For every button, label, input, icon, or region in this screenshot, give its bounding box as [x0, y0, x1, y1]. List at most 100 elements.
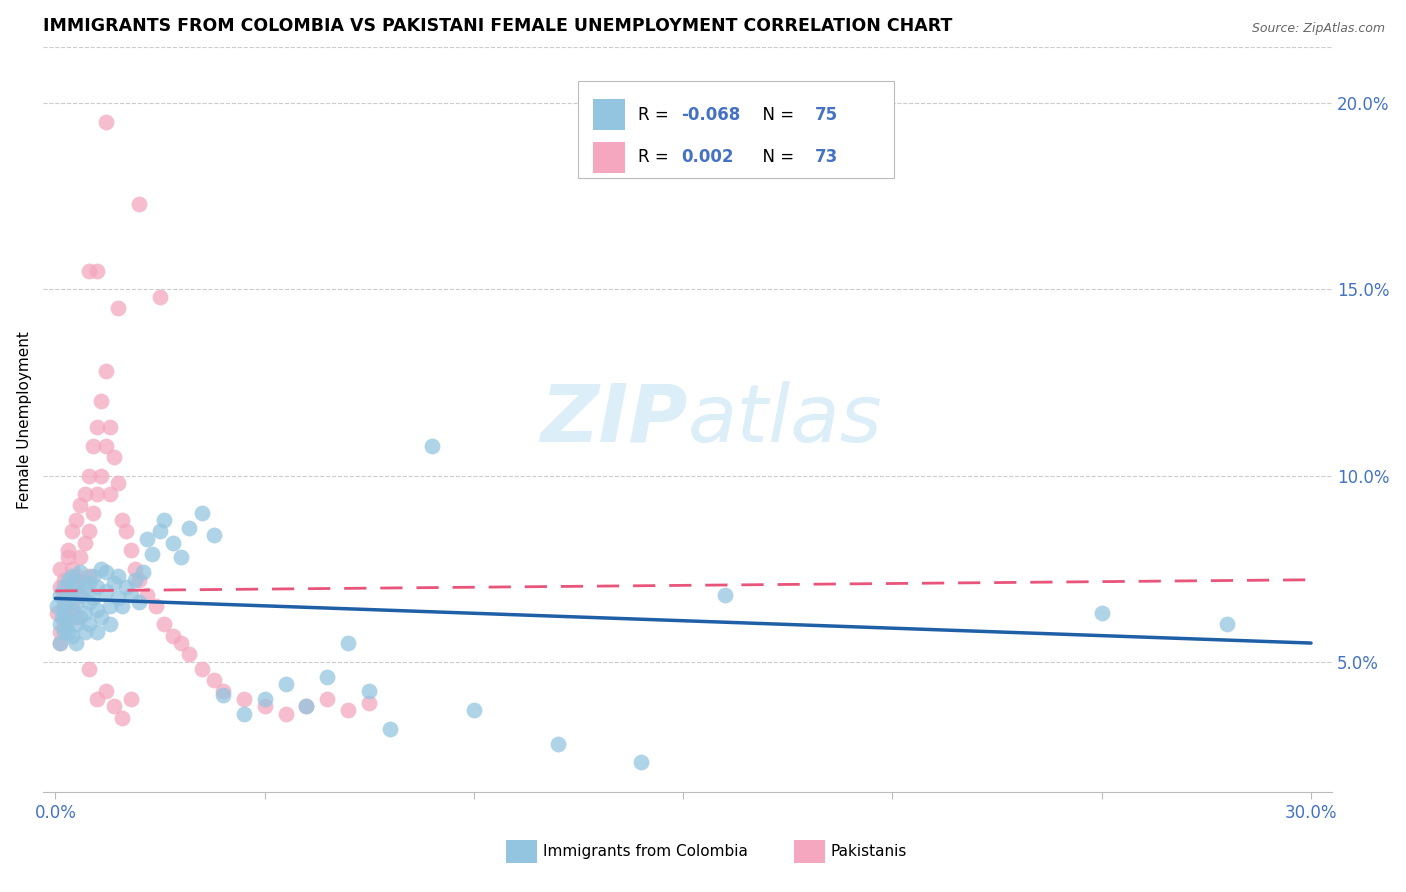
Point	[120, 543, 142, 558]
Point	[86, 602, 108, 616]
Point	[73, 580, 96, 594]
Text: N =: N =	[752, 105, 799, 123]
Point	[98, 420, 121, 434]
Point	[56, 573, 79, 587]
Point	[153, 617, 176, 632]
Point	[90, 561, 112, 575]
Point	[202, 528, 225, 542]
Point	[98, 487, 121, 501]
Point	[153, 513, 176, 527]
Point	[90, 468, 112, 483]
Point	[60, 583, 83, 598]
Point	[107, 301, 129, 315]
Point	[65, 513, 87, 527]
Point	[98, 599, 121, 613]
Point	[46, 607, 69, 621]
Point	[56, 591, 79, 606]
Point	[124, 573, 146, 587]
Point	[191, 662, 214, 676]
Point	[86, 487, 108, 501]
Text: Immigrants from Colombia: Immigrants from Colombia	[543, 845, 748, 859]
Point	[170, 636, 193, 650]
Text: Pakistanis: Pakistanis	[831, 845, 907, 859]
Point	[253, 699, 276, 714]
Point	[115, 580, 138, 594]
Point	[86, 624, 108, 639]
Point	[86, 580, 108, 594]
Point	[82, 591, 104, 606]
Point	[65, 617, 87, 632]
Point	[132, 566, 155, 580]
Point	[82, 569, 104, 583]
Point	[94, 115, 117, 129]
Point	[52, 599, 75, 613]
Bar	[593, 142, 626, 173]
Point	[463, 703, 485, 717]
Point	[232, 706, 254, 721]
Point	[359, 684, 381, 698]
Text: ZIP: ZIP	[540, 381, 688, 458]
Point	[65, 569, 87, 583]
Point	[77, 662, 100, 676]
FancyBboxPatch shape	[578, 81, 894, 178]
Point	[69, 588, 91, 602]
Point	[52, 573, 75, 587]
Point	[120, 692, 142, 706]
Point	[94, 583, 117, 598]
Point	[73, 607, 96, 621]
Point	[82, 506, 104, 520]
Text: R =: R =	[638, 148, 679, 166]
Point	[77, 576, 100, 591]
Point	[232, 692, 254, 706]
Point	[170, 550, 193, 565]
Point	[98, 617, 121, 632]
Point	[547, 737, 569, 751]
Point	[48, 617, 70, 632]
Point	[48, 588, 70, 602]
Point	[77, 569, 100, 583]
Point	[69, 588, 91, 602]
Point	[90, 610, 112, 624]
Point	[149, 524, 172, 539]
Text: atlas: atlas	[688, 381, 882, 458]
Point	[111, 513, 134, 527]
Point	[56, 580, 79, 594]
Point	[1216, 617, 1239, 632]
Point	[107, 475, 129, 490]
Point	[274, 677, 297, 691]
Point	[420, 439, 443, 453]
Point	[359, 696, 381, 710]
Point	[48, 636, 70, 650]
Point	[77, 617, 100, 632]
Point	[73, 487, 96, 501]
Point	[77, 468, 100, 483]
Point	[94, 364, 117, 378]
Point	[94, 439, 117, 453]
Point	[111, 599, 134, 613]
Point	[65, 576, 87, 591]
Point	[337, 703, 360, 717]
Point	[86, 420, 108, 434]
Point	[141, 547, 163, 561]
Point	[128, 196, 150, 211]
Point	[69, 610, 91, 624]
Point	[51, 610, 73, 624]
Point	[162, 629, 184, 643]
Point	[48, 580, 70, 594]
Point	[52, 580, 75, 594]
Point	[162, 535, 184, 549]
Point	[60, 561, 83, 575]
Point	[60, 602, 83, 616]
Point	[202, 673, 225, 688]
Point	[211, 684, 233, 698]
Text: IMMIGRANTS FROM COLOMBIA VS PAKISTANI FEMALE UNEMPLOYMENT CORRELATION CHART: IMMIGRANTS FROM COLOMBIA VS PAKISTANI FE…	[42, 17, 952, 35]
Y-axis label: Female Unemployment: Female Unemployment	[17, 331, 32, 508]
Point	[120, 588, 142, 602]
Point	[295, 699, 318, 714]
Point	[60, 629, 83, 643]
Point	[103, 699, 125, 714]
Point	[48, 636, 70, 650]
Point	[82, 439, 104, 453]
Text: N =: N =	[752, 148, 799, 166]
Point	[111, 710, 134, 724]
